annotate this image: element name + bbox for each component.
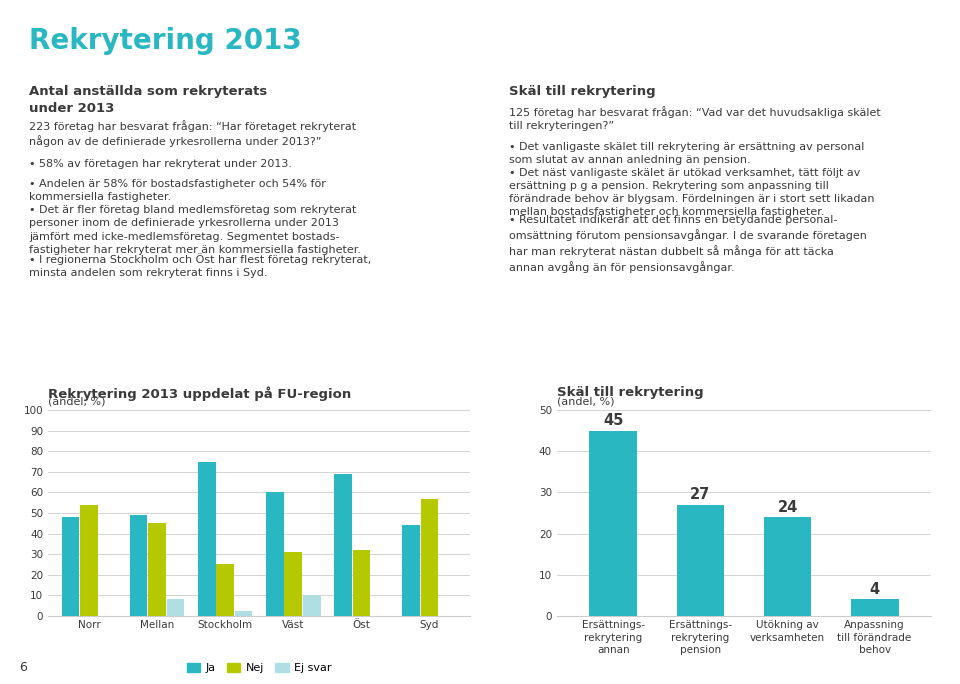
Bar (234, 611, 252, 616)
Text: (andel, %): (andel, %) (48, 397, 106, 407)
Text: • Det vanligaste skälet till rekrytering är ersättning av personal
som slutat av: • Det vanligaste skälet till rekrytering… (509, 142, 864, 165)
Bar (284, 552, 302, 616)
Text: • Det näst vanligaste skälet är utökad verksamhet, tätt följt av
ersättning p g : • Det näst vanligaste skälet är utökad v… (509, 168, 875, 218)
Legend: Ja, Nej, Ej svar: Ja, Nej, Ej svar (182, 658, 336, 678)
Bar (352, 550, 371, 616)
Bar (216, 564, 234, 616)
Bar (334, 474, 352, 616)
Bar (851, 599, 899, 616)
Text: 24: 24 (778, 499, 798, 514)
Text: • Andelen är 58% för bostadsfastigheter och 54% för
kommersiella fastigheter.: • Andelen är 58% för bostadsfastigheter … (29, 179, 325, 202)
Text: 27: 27 (690, 487, 710, 502)
Bar (130, 515, 148, 616)
Bar (677, 505, 725, 616)
Text: (andel, %): (andel, %) (557, 397, 614, 407)
Bar (420, 499, 439, 616)
Text: • I regionerna Stockholm och Öst har flest företag rekryterat,
minsta andelen so: • I regionerna Stockholm och Öst har fle… (29, 253, 372, 278)
Text: 4: 4 (870, 581, 879, 596)
Bar (763, 517, 811, 616)
Text: 6: 6 (19, 661, 27, 674)
Bar (148, 523, 166, 616)
Bar (198, 462, 216, 616)
Text: 223 företag har besvarat frågan: “Har företaget rekryterat
någon av de definiera: 223 företag har besvarat frågan: “Har fö… (29, 120, 356, 148)
Bar (402, 525, 420, 616)
Bar (166, 599, 184, 616)
Bar (61, 517, 80, 616)
Text: Rekrytering 2013 uppdelat på FU-region: Rekrytering 2013 uppdelat på FU-region (48, 386, 351, 401)
Bar (80, 505, 98, 616)
Text: Antal anställda som rekryterats
under 2013: Antal anställda som rekryterats under 20… (29, 86, 267, 116)
Text: • 58% av företagen har rekryterat under 2013.: • 58% av företagen har rekryterat under … (29, 159, 292, 169)
Text: Skäl till rekrytering: Skäl till rekrytering (509, 86, 656, 98)
Bar (266, 492, 284, 616)
Text: • Det är fler företag bland medlemsföretag som rekryterat
personer inom de defin: • Det är fler företag bland medlemsföret… (29, 205, 361, 255)
Bar (589, 431, 637, 616)
Text: Skäl till rekrytering: Skäl till rekrytering (557, 386, 704, 399)
Bar (302, 595, 321, 616)
Text: • Resultatet indikerar att det finns en betydande personal-
omsättning förutom p: • Resultatet indikerar att det finns en … (509, 215, 867, 273)
Text: Rekrytering 2013: Rekrytering 2013 (29, 27, 301, 55)
Text: 125 företag har besvarat frågan: “Vad var det huvudsakliga skälet
till rekryteri: 125 företag har besvarat frågan: “Vad va… (509, 106, 880, 131)
Text: 45: 45 (603, 413, 624, 428)
